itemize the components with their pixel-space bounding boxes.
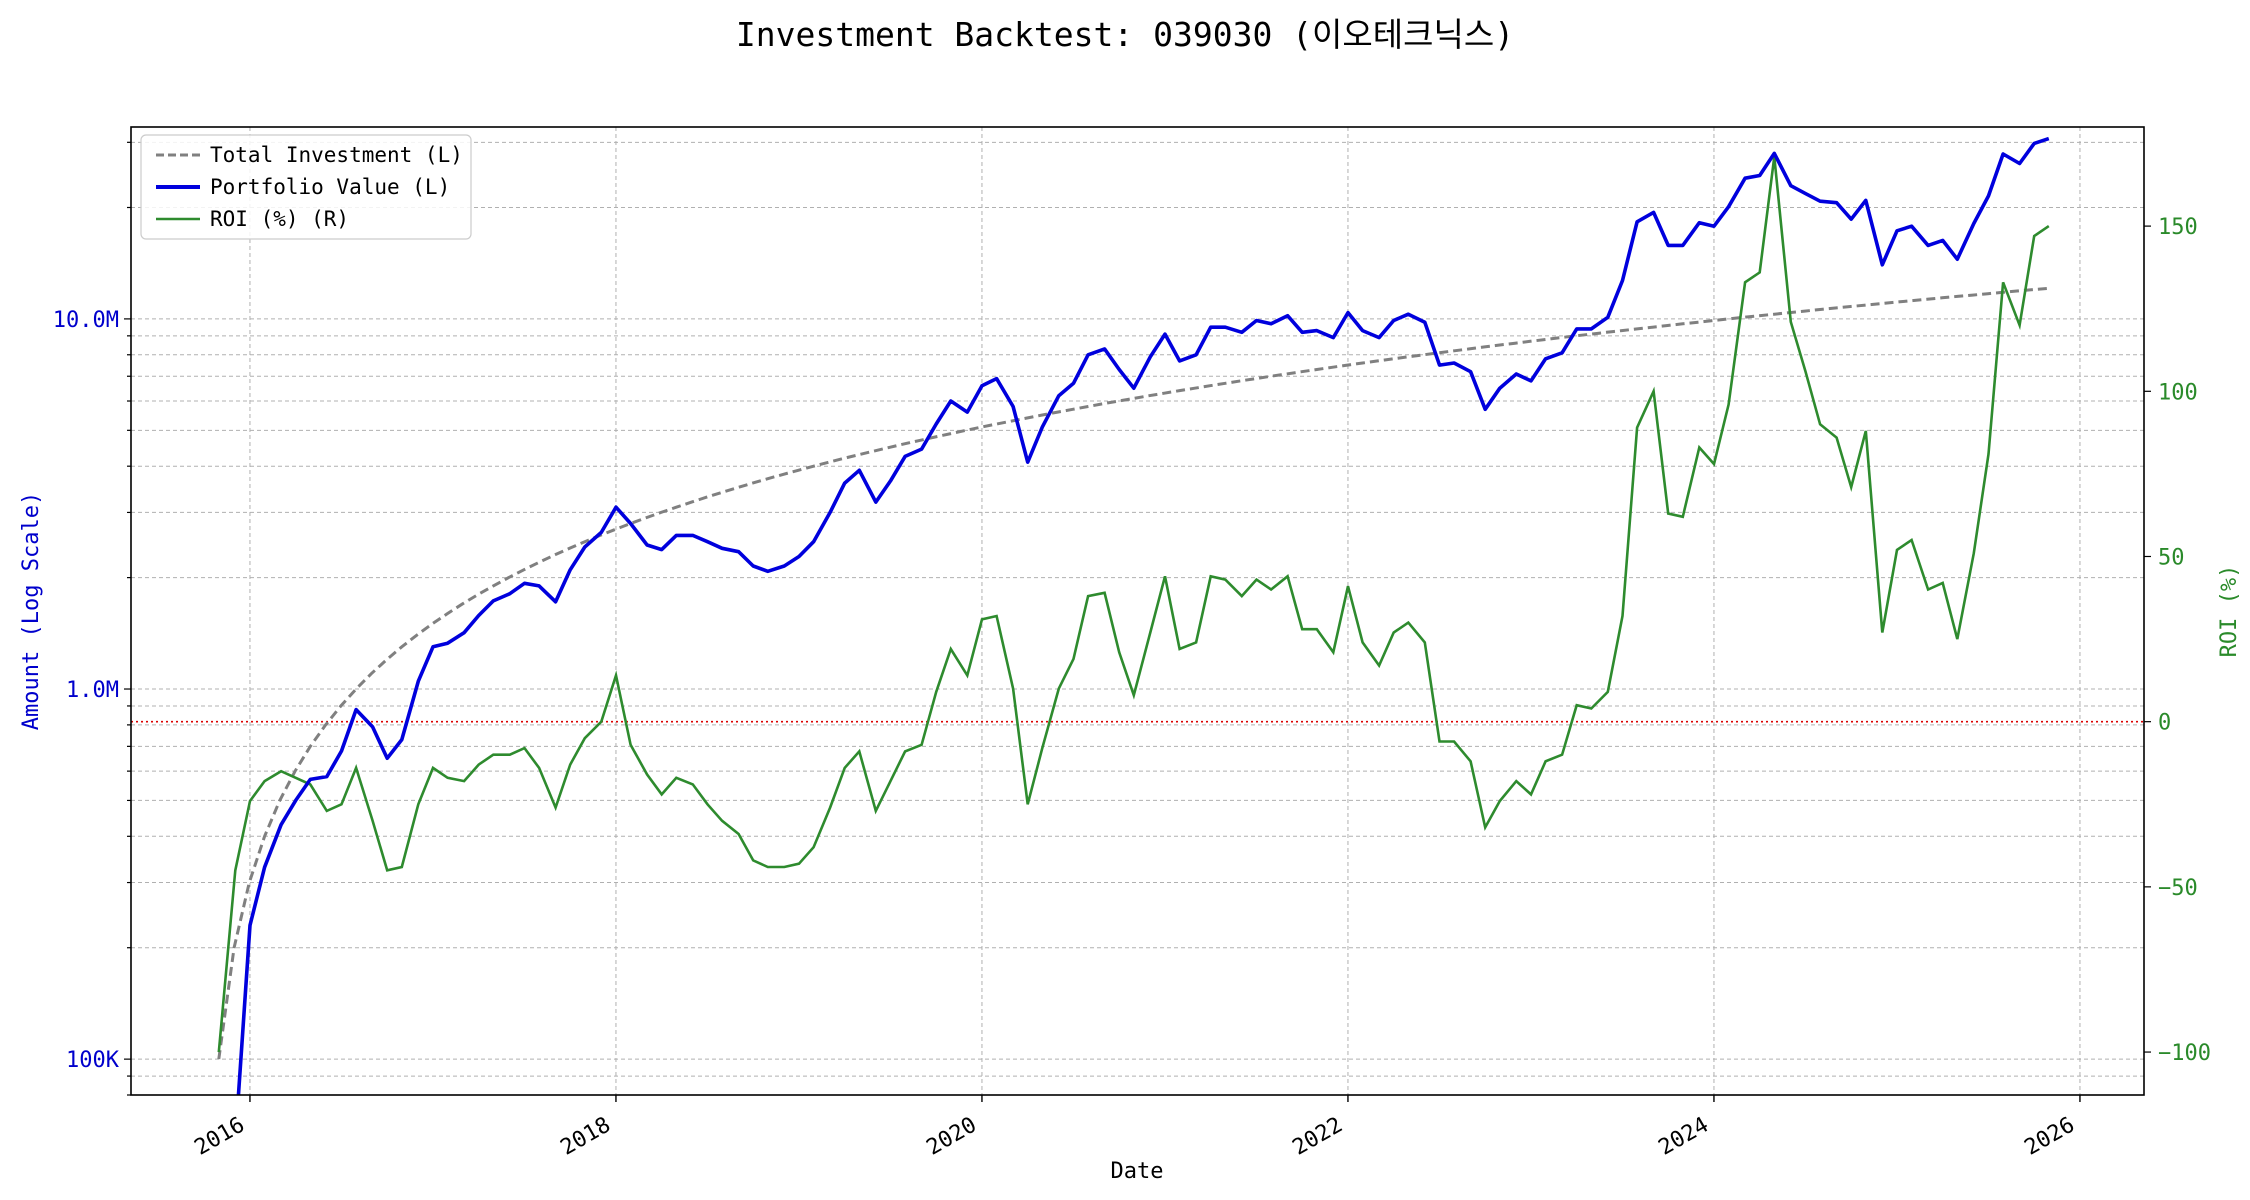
y-axis-label-right: ROI (%): [2217, 565, 2242, 658]
legend: Total Investment (L) Portfolio Value (L)…: [140, 134, 472, 240]
x-tick-label: 2022: [1289, 1113, 1347, 1161]
y-right-tick-label: 150: [2158, 215, 2198, 240]
legend-label-portfolio-value: Portfolio Value (L): [210, 175, 450, 199]
legend-box: [140, 134, 472, 240]
series-portfolio-value: [236, 136, 2050, 1095]
x-tick-label: 2016: [191, 1113, 249, 1161]
grid-lines: [131, 127, 2144, 1096]
plot-area: [131, 136, 2144, 1095]
x-tick-label: 2026: [2021, 1113, 2079, 1161]
y-left-tick-label: 100K: [66, 1048, 120, 1073]
y-right-tick-label: 0: [2158, 711, 2171, 736]
series-roi: [217, 156, 2050, 1053]
x-tick-label: 2024: [1655, 1113, 1713, 1161]
series-total-investment: [217, 286, 2049, 1060]
plot-frame: [130, 126, 2145, 1096]
legend-label-total-investment: Total Investment (L): [210, 143, 463, 167]
chart-title: Investment Backtest: 039030 (이오테크닉스): [736, 15, 1514, 54]
y-axis-label-left: Amount (Log Scale): [19, 492, 44, 730]
y-left-tick-label: 10.0M: [53, 308, 119, 333]
y-right-tick-label: 50: [2158, 545, 2185, 570]
axes: 2016 2018 2020 2022 2024 2026 100K 1.0M 10.0M −10…: [53, 141, 2211, 1161]
x-axis-label: Date: [1111, 1159, 1164, 1184]
y-right-tick-label: −100: [2158, 1041, 2211, 1066]
y-left-tick-label: 1.0M: [66, 678, 119, 703]
legend-label-roi: ROI (%) (R): [210, 207, 349, 231]
y-right-tick-label: −50: [2158, 876, 2198, 901]
x-tick-label: 2020: [923, 1113, 981, 1161]
y-right-tick-label: 100: [2158, 380, 2198, 405]
x-tick-label: 2018: [557, 1113, 615, 1161]
